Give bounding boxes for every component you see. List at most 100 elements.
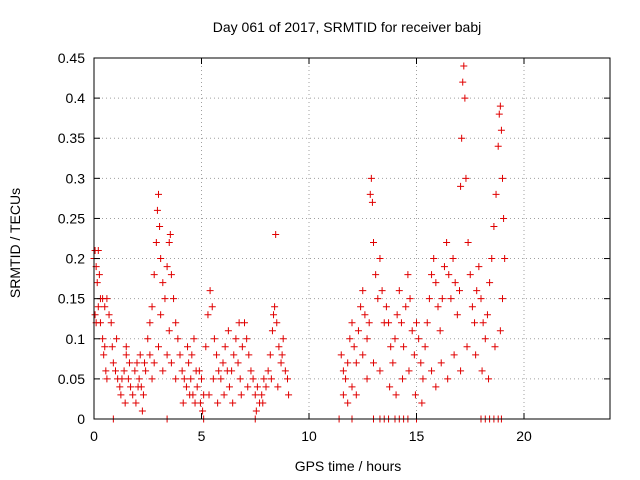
data-point bbox=[378, 287, 386, 295]
data-point bbox=[136, 351, 144, 359]
data-point bbox=[413, 319, 420, 327]
data-point bbox=[387, 343, 395, 351]
data-point bbox=[213, 351, 221, 359]
data-point bbox=[275, 343, 283, 351]
data-point bbox=[202, 343, 210, 351]
x-tick-label: 5 bbox=[198, 428, 206, 444]
data-point bbox=[131, 367, 139, 375]
data-point bbox=[185, 359, 193, 367]
y-tick-label: 0.4 bbox=[66, 90, 86, 106]
data-point bbox=[99, 335, 107, 343]
data-point bbox=[419, 375, 427, 383]
y-axis-ticks: 0 0.05 0.1 0.15 0.2 0.25 0.3 0.35 0.4 0.45 bbox=[58, 50, 610, 427]
data-point bbox=[112, 367, 119, 375]
data-point bbox=[466, 271, 474, 279]
data-point bbox=[148, 303, 156, 311]
data-point bbox=[462, 174, 470, 182]
data-point bbox=[271, 303, 279, 311]
data-point bbox=[230, 351, 238, 359]
data-point bbox=[354, 327, 362, 335]
data-point bbox=[370, 359, 377, 367]
data-point bbox=[101, 303, 109, 311]
data-point bbox=[155, 343, 162, 351]
data-point bbox=[252, 407, 260, 415]
data-point bbox=[344, 399, 352, 407]
data-point bbox=[172, 319, 180, 327]
data-point bbox=[129, 391, 137, 399]
data-point bbox=[206, 287, 214, 295]
data-point bbox=[425, 295, 433, 303]
data-point bbox=[344, 359, 352, 367]
data-point bbox=[95, 271, 103, 279]
data-point bbox=[180, 375, 188, 383]
data-point bbox=[165, 327, 173, 335]
y-tick-label: 0 bbox=[77, 411, 85, 427]
data-point bbox=[495, 110, 503, 118]
data-point bbox=[152, 239, 160, 247]
data-point bbox=[453, 311, 461, 319]
data-point bbox=[284, 375, 291, 383]
data-point bbox=[178, 367, 186, 375]
data-point bbox=[251, 391, 259, 399]
data-point bbox=[262, 383, 270, 391]
data-point bbox=[451, 279, 459, 287]
data-point bbox=[117, 391, 125, 399]
data-point bbox=[188, 351, 196, 359]
data-point bbox=[374, 295, 382, 303]
data-point bbox=[459, 78, 467, 86]
data-point bbox=[146, 319, 154, 327]
data-point bbox=[406, 295, 414, 303]
data-point bbox=[368, 198, 376, 206]
data-point bbox=[492, 190, 500, 198]
data-point bbox=[155, 190, 162, 198]
data-point bbox=[447, 295, 455, 303]
data-point bbox=[359, 351, 367, 359]
data-point bbox=[458, 134, 466, 142]
data-point bbox=[94, 247, 102, 255]
data-point bbox=[196, 399, 204, 407]
data-point bbox=[167, 271, 175, 279]
data-point bbox=[184, 343, 192, 351]
data-point bbox=[494, 142, 502, 150]
data-point bbox=[428, 271, 436, 279]
data-point bbox=[236, 375, 244, 383]
data-point bbox=[210, 335, 218, 343]
data-point bbox=[501, 255, 509, 263]
data-point bbox=[214, 399, 222, 407]
x-tick-label: 20 bbox=[516, 428, 532, 444]
data-point bbox=[272, 230, 280, 238]
data-point bbox=[234, 359, 242, 367]
data-point bbox=[93, 279, 101, 287]
data-point bbox=[182, 383, 190, 391]
x-tick-label: 15 bbox=[409, 428, 425, 444]
data-point bbox=[224, 327, 232, 335]
data-point bbox=[217, 375, 225, 383]
data-point bbox=[91, 311, 99, 319]
data-point bbox=[361, 311, 369, 319]
data-point bbox=[471, 319, 479, 327]
data-point bbox=[244, 383, 252, 391]
data-point bbox=[393, 311, 401, 319]
x-axis-ticks: 0 5 10 15 20 bbox=[90, 58, 532, 444]
data-point bbox=[376, 255, 384, 263]
data-point bbox=[376, 367, 384, 375]
data-point bbox=[478, 367, 486, 375]
data-point bbox=[457, 182, 465, 190]
data-point bbox=[457, 367, 465, 375]
data-point bbox=[357, 303, 365, 311]
data-point bbox=[122, 343, 130, 351]
chart-title: Day 061 of 2017, SRMTID for receiver bab… bbox=[213, 19, 481, 35]
data-point bbox=[496, 327, 504, 335]
data-point bbox=[247, 367, 255, 375]
data-point bbox=[141, 359, 149, 367]
data-point bbox=[499, 174, 506, 182]
grid-lines bbox=[94, 58, 610, 419]
data-point bbox=[205, 391, 213, 399]
data-point bbox=[161, 295, 169, 303]
y-tick-label: 0.35 bbox=[58, 130, 85, 146]
data-point bbox=[339, 367, 347, 375]
data-point bbox=[423, 319, 431, 327]
data-point bbox=[278, 351, 286, 359]
data-point bbox=[157, 255, 165, 263]
